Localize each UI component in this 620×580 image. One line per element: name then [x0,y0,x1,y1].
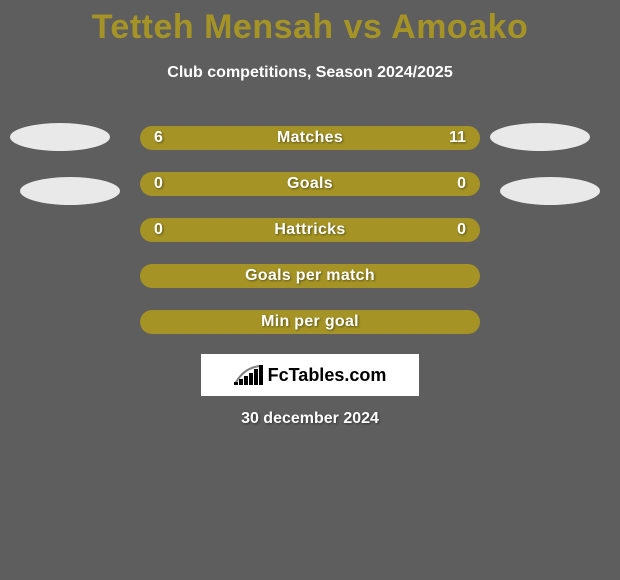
logo-text: FcTables.com [268,365,387,386]
date-stamp: 30 december 2024 [0,410,620,428]
stat-row: Hattricks0 0 [140,218,480,242]
stat-label: Goals per match [140,264,480,288]
stat-label: Matches [140,126,480,150]
stat-value-right: 0 [457,172,466,196]
player-marker [490,123,590,151]
stat-row: Min per goal [140,310,480,334]
subtitle: Club competitions, Season 2024/2025 [0,64,620,82]
page-title: Tetteh Mensah vs Amoako [0,8,620,47]
source-logo: FcTables.com [201,354,419,396]
player-marker [20,177,120,205]
stat-label: Goals [140,172,480,196]
stat-label: Min per goal [140,310,480,334]
logo-chart-icon [234,365,262,385]
stat-value-right: 11 [449,126,466,150]
stat-value-left: 0 [154,172,163,196]
stat-row: Goals0 0 [140,172,480,196]
stat-label: Hattricks [140,218,480,242]
stat-value-right: 0 [457,218,466,242]
stat-value-left: 6 [154,126,163,150]
stat-value-left: 0 [154,218,163,242]
player-marker [500,177,600,205]
comparison-infographic: Tetteh Mensah vs Amoako Club competition… [0,0,620,580]
stat-row: Matches6 11 [140,126,480,150]
player-marker [10,123,110,151]
stat-row: Goals per match [140,264,480,288]
